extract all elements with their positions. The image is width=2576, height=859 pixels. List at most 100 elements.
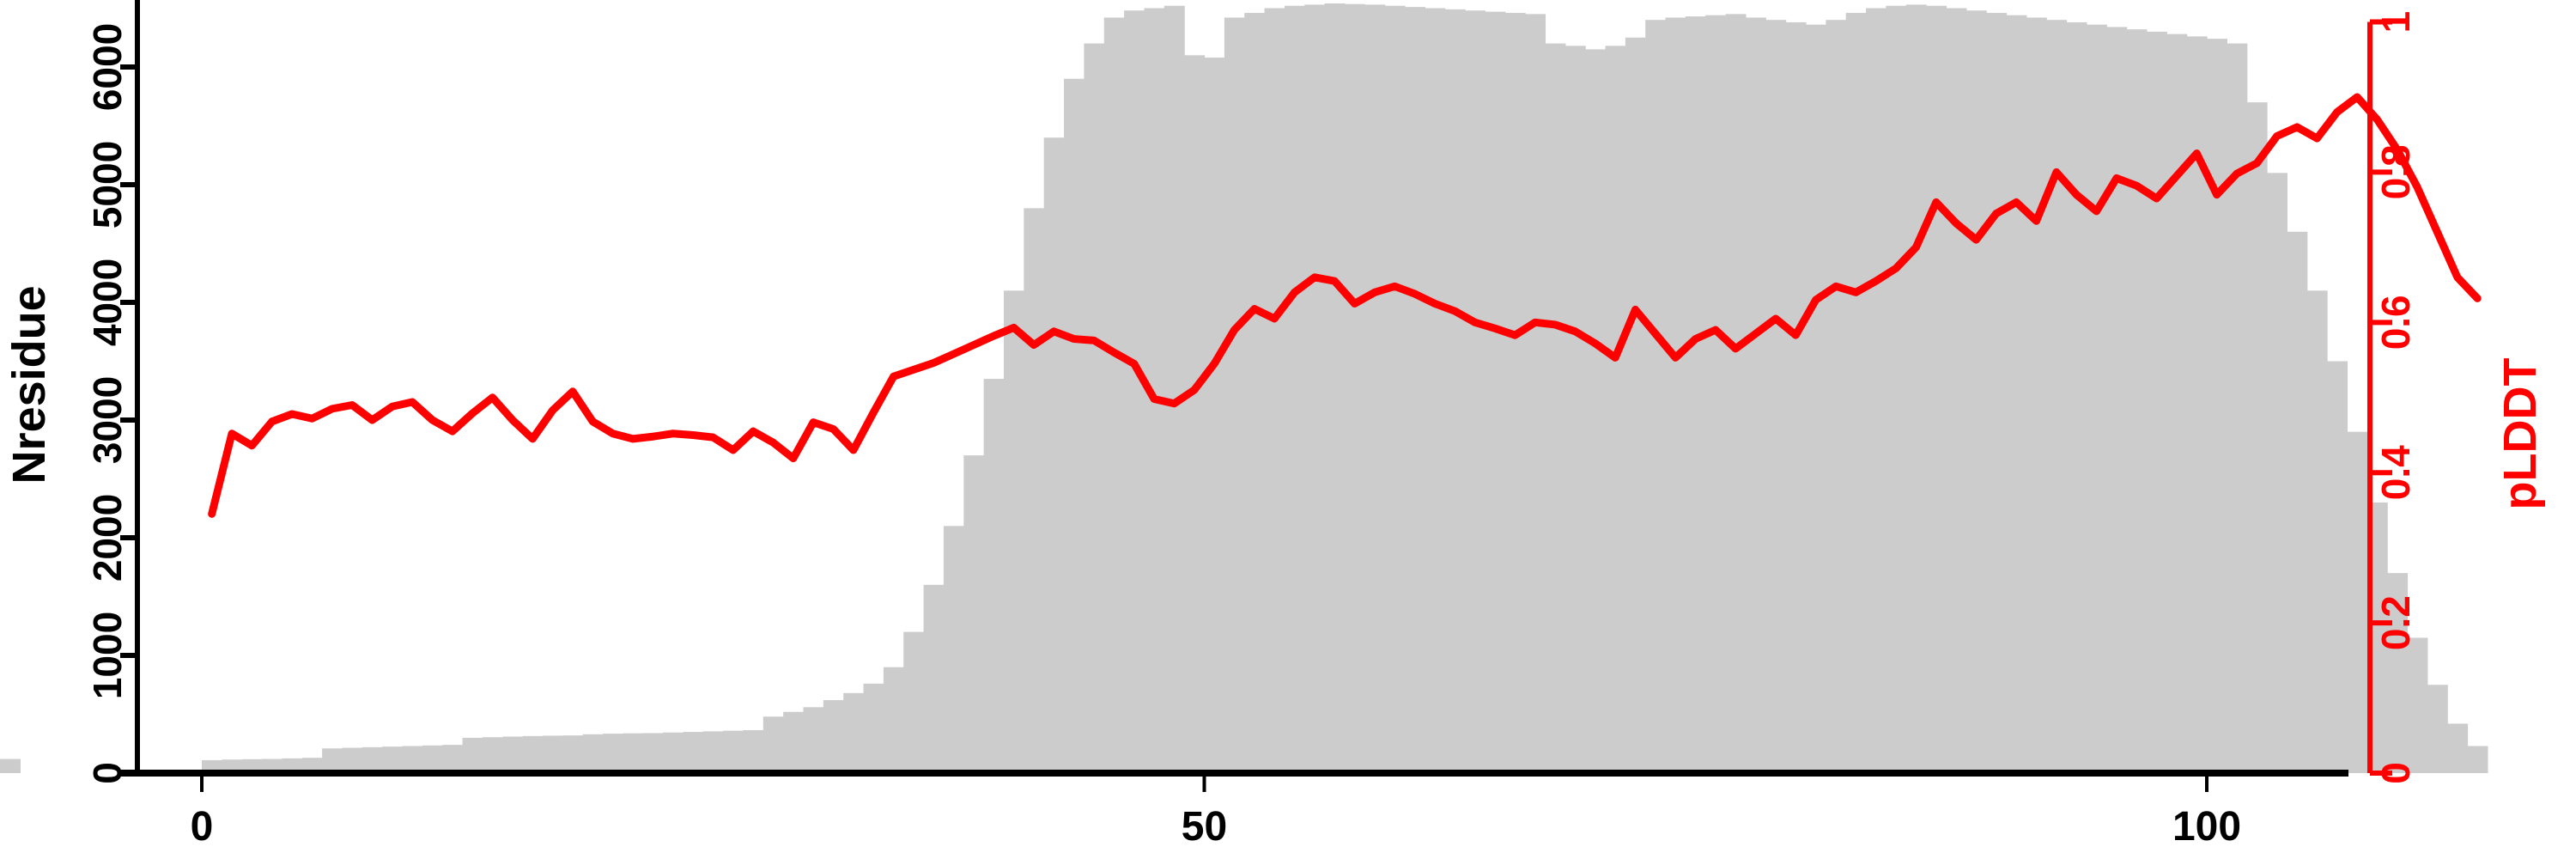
bar — [1986, 12, 2008, 774]
bar — [1163, 5, 1185, 773]
bar — [1344, 3, 1365, 773]
left-axis-tick-label: 1000 — [85, 612, 130, 699]
bar — [2126, 29, 2148, 774]
bar — [1745, 17, 1766, 773]
bar — [1504, 12, 1526, 774]
plddt-line — [208, 93, 2482, 518]
left-axis-title: Nresidue — [3, 285, 55, 484]
bar — [762, 716, 784, 773]
bar — [562, 735, 584, 773]
bar — [903, 631, 925, 773]
bar — [743, 730, 764, 773]
bar — [1304, 4, 1326, 773]
bar — [723, 730, 744, 773]
left-axis-tick-label: 5000 — [85, 141, 130, 228]
bar — [1444, 9, 1466, 774]
bar — [603, 734, 623, 773]
bar — [502, 736, 524, 773]
bar — [422, 745, 443, 773]
x-axis-title: Residue index — [1039, 856, 1365, 859]
bar — [2207, 39, 2227, 774]
right-axis-tick-label: 0.4 — [2373, 445, 2418, 500]
right-axis-tick-label: 0.8 — [2373, 144, 2418, 199]
bar — [1765, 20, 1787, 773]
bar — [482, 737, 503, 773]
bar — [322, 748, 343, 773]
x-axis-tick-label: 50 — [1182, 804, 1227, 850]
bar — [582, 734, 604, 773]
bar — [522, 735, 544, 773]
bar — [1605, 46, 1626, 773]
bar — [361, 746, 383, 773]
bar — [1384, 5, 1406, 773]
bar — [241, 758, 263, 773]
bar — [2066, 21, 2087, 773]
bar — [2186, 36, 2208, 773]
bar — [1485, 11, 1506, 774]
bar — [1064, 78, 1084, 773]
bar — [1685, 16, 1706, 773]
bar — [2227, 43, 2248, 774]
bar — [623, 733, 644, 773]
bar — [1665, 17, 1686, 773]
x-axis-tick-label: 0 — [191, 804, 214, 850]
bar — [2166, 34, 2188, 773]
bar — [1024, 208, 1045, 773]
bar — [542, 735, 563, 773]
bar — [1585, 49, 1607, 773]
bar — [863, 683, 884, 773]
bar — [1826, 20, 1847, 773]
bar — [883, 667, 904, 773]
bar — [1905, 4, 1927, 773]
bar — [1364, 4, 1386, 773]
right-axis-tick-label: 1 — [2373, 11, 2418, 34]
bar — [462, 737, 483, 773]
bar — [803, 707, 824, 773]
bar — [1405, 7, 1425, 773]
bar — [2387, 573, 2409, 773]
bar — [1845, 12, 1867, 774]
bar — [1084, 43, 1105, 774]
bar — [1705, 15, 1727, 774]
bar — [663, 732, 683, 773]
bar — [2246, 102, 2268, 774]
right-axis-tick-label: 0 — [2373, 762, 2418, 784]
bar — [2106, 27, 2128, 774]
bar — [1866, 8, 1886, 773]
bar — [2327, 361, 2348, 773]
left-axis-tick-label: 4000 — [85, 259, 130, 346]
bar — [1946, 8, 1967, 773]
bar — [2447, 723, 2469, 773]
bar — [783, 711, 805, 773]
bar — [2427, 685, 2448, 773]
right-axis-title: pLDDT — [2494, 358, 2546, 510]
bar — [1224, 17, 1245, 773]
bar — [1264, 8, 1285, 773]
right-axis: 0 0.2 0.4 0.6 0.8 1 pLDDT — [2367, 11, 2546, 784]
bar — [983, 379, 1005, 773]
right-axis-tick-label: 0.6 — [2373, 295, 2418, 350]
bar — [2287, 231, 2308, 773]
bar — [1004, 290, 1024, 773]
bar — [702, 731, 724, 773]
right-axis-tick-label: 0.2 — [2373, 595, 2418, 650]
bar — [301, 758, 323, 773]
bar — [2046, 20, 2068, 773]
bar — [2086, 24, 2107, 774]
bar — [282, 758, 303, 774]
bar — [642, 733, 664, 773]
left-axis-tick-label: 3000 — [85, 376, 130, 464]
bar — [2267, 173, 2287, 774]
bar — [683, 732, 704, 773]
bar — [262, 758, 283, 773]
bar — [1425, 8, 1446, 773]
bar — [1284, 5, 1305, 773]
bar — [1043, 137, 1065, 773]
bar — [382, 746, 404, 773]
bar — [1965, 10, 1987, 774]
bar — [1886, 5, 1907, 773]
x-axis-tick-label: 100 — [2172, 804, 2241, 850]
bar — [2467, 746, 2488, 773]
